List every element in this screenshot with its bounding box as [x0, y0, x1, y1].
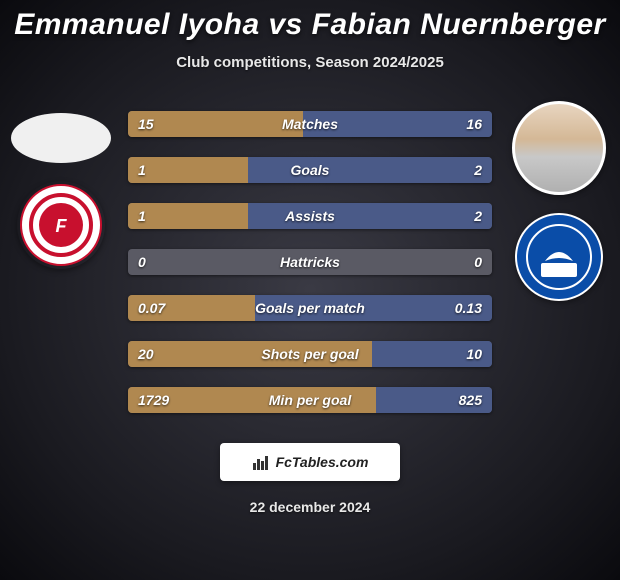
- brand-badge: FcTables.com: [220, 443, 400, 481]
- left-player-column: F: [6, 101, 116, 269]
- stat-row: 12Goals: [128, 157, 492, 183]
- brand-text: FcTables.com: [276, 454, 369, 470]
- left-player-avatar: [11, 113, 111, 163]
- right-club-badge: [515, 213, 603, 301]
- left-club-badge: F: [17, 181, 105, 269]
- stat-label: Matches: [128, 111, 492, 137]
- chart-icon: [252, 453, 270, 471]
- right-player-avatar: [512, 101, 606, 195]
- right-player-column: [504, 101, 614, 301]
- stat-row: 12Assists: [128, 203, 492, 229]
- stat-row: 0.070.13Goals per match: [128, 295, 492, 321]
- svg-text:F: F: [56, 216, 68, 236]
- subtitle: Club competitions, Season 2024/2025: [0, 54, 620, 71]
- date: 22 december 2024: [0, 499, 620, 515]
- stat-label: Shots per goal: [128, 341, 492, 367]
- stat-row: 2010Shots per goal: [128, 341, 492, 367]
- stat-row: 00Hattricks: [128, 249, 492, 275]
- stat-label: Goals per match: [128, 295, 492, 321]
- page-title: Emmanuel Iyoha vs Fabian Nuernberger: [0, 0, 620, 42]
- stat-row: 1516Matches: [128, 111, 492, 137]
- comparison-area: F 1516Matches 12Goals 12Assists 00Hattricks…: [0, 101, 620, 421]
- stat-label: Hattricks: [128, 249, 492, 275]
- stat-label: Min per goal: [128, 387, 492, 413]
- stat-label: Assists: [128, 203, 492, 229]
- stat-bars: 1516Matches 12Goals 12Assists 00Hattricks 0.…: [128, 111, 492, 413]
- stat-label: Goals: [128, 157, 492, 183]
- stat-row: 1729825Min per goal: [128, 387, 492, 413]
